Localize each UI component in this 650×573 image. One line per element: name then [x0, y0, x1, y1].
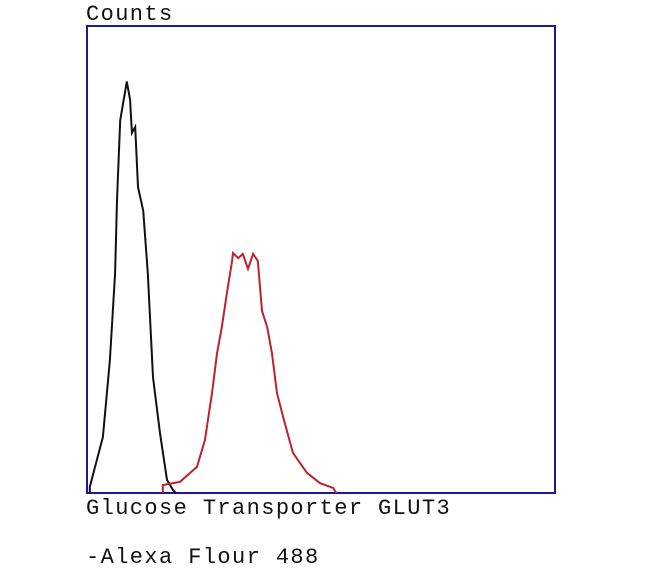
x-axis-label-line-1: Glucose Transporter GLUT3	[86, 496, 452, 521]
y-axis-label: Counts	[86, 2, 174, 27]
sample-histogram-line	[161, 250, 338, 494]
control-histogram-line	[88, 81, 177, 494]
plot-frame	[86, 25, 556, 494]
x-axis-label-line-2: -Alexa Flour 488	[86, 545, 320, 570]
